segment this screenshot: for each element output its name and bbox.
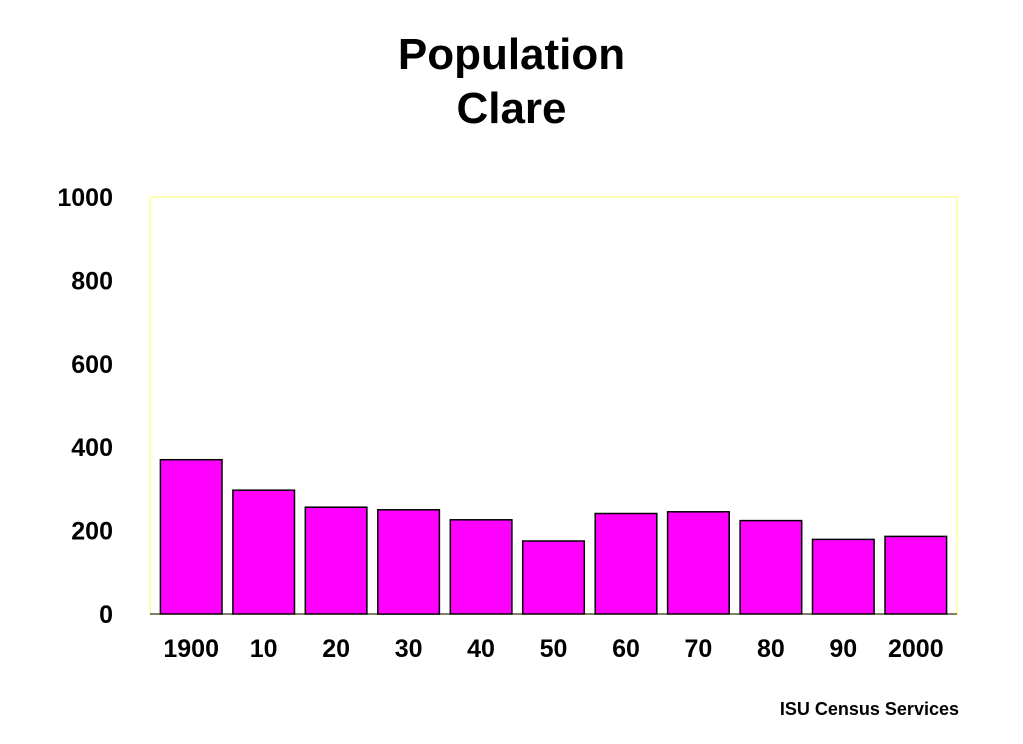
chart-title-line: Population xyxy=(397,30,626,79)
bars-group xyxy=(159,458,948,615)
y-tick-label: 600 xyxy=(71,351,113,379)
y-tick-label: 0 xyxy=(99,601,113,629)
bar-90 xyxy=(811,538,875,615)
bar-40 xyxy=(449,519,513,615)
x-tick-labels: 1900 10 20 30 40 50 60 70 80 90 2000 xyxy=(163,635,943,663)
x-tick-label: 50 xyxy=(540,635,568,663)
bar-70 xyxy=(666,511,730,615)
x-tick-label: 30 xyxy=(395,635,423,663)
bar-30 xyxy=(377,509,441,615)
x-tick-label: 20 xyxy=(322,635,350,663)
bar-1900 xyxy=(159,458,223,615)
x-tick-label: 90 xyxy=(829,635,857,663)
y-tick-labels: 0 200 400 600 800 1000 xyxy=(57,184,113,629)
source-credit: ISU Census Services xyxy=(779,699,959,719)
x-tick-label: 1900 xyxy=(163,635,219,663)
y-tick-label: 800 xyxy=(71,267,113,295)
x-tick-label: 60 xyxy=(612,635,640,663)
chart-subtitle: Clare xyxy=(456,84,567,133)
x-tick-label: 10 xyxy=(250,635,278,663)
x-tick-label: 2000 xyxy=(888,635,944,663)
bar-2000 xyxy=(884,535,948,615)
bar-10 xyxy=(232,489,296,615)
bar-80 xyxy=(739,519,803,615)
x-tick-label: 70 xyxy=(684,635,712,663)
x-tick-label: 40 xyxy=(467,635,495,663)
x-tick-label: 80 xyxy=(757,635,785,663)
chart-title: Population Clare xyxy=(0,28,1023,136)
y-tick-label: 200 xyxy=(71,518,113,546)
y-tick-label: 400 xyxy=(71,434,113,462)
bar-20 xyxy=(304,506,368,615)
bar-60 xyxy=(594,512,658,615)
y-tick-label: 1000 xyxy=(57,184,113,212)
bar-50 xyxy=(521,540,586,615)
